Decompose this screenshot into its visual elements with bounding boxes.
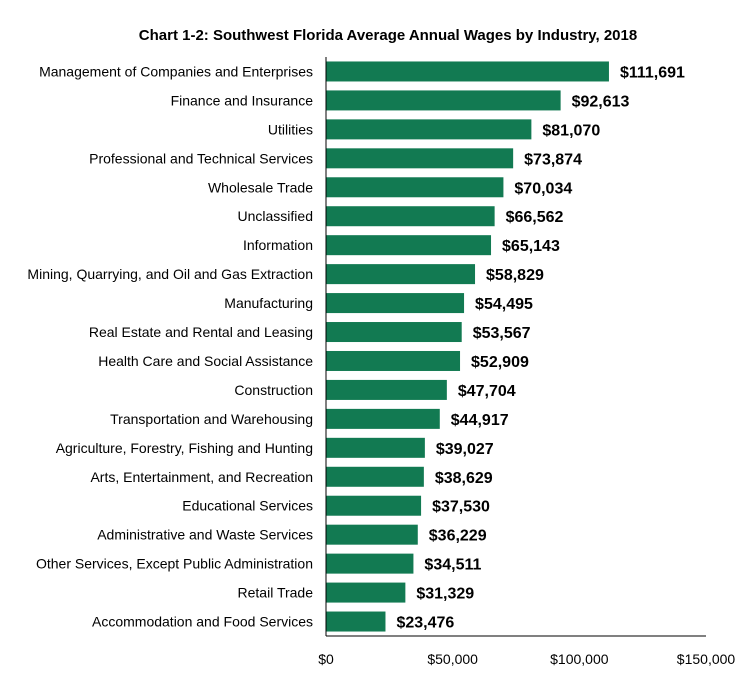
- category-label: Real Estate and Rental and Leasing: [89, 324, 313, 340]
- category-label: Wholesale Trade: [208, 179, 313, 195]
- bar-value-label: $92,613: [572, 93, 630, 110]
- bar: [326, 582, 406, 603]
- bar-value-label: $53,567: [473, 325, 531, 342]
- category-label: Transportation and Warehousing: [110, 411, 313, 427]
- bar: [326, 437, 425, 458]
- category-label: Construction: [234, 382, 313, 398]
- category-label: Management of Companies and Enterprises: [39, 63, 313, 79]
- category-label: Health Care and Social Assistance: [98, 353, 313, 369]
- bar-value-label: $31,329: [416, 586, 474, 603]
- bar-value-label: $81,070: [542, 122, 600, 139]
- category-label: Other Services, Except Public Administra…: [36, 556, 313, 572]
- bar-value-label: $36,229: [429, 528, 487, 545]
- bar: [326, 322, 462, 343]
- bar: [326, 553, 414, 574]
- bar-value-label: $54,495: [475, 296, 533, 313]
- bar: [326, 408, 440, 429]
- bar-value-label: $70,034: [514, 180, 572, 197]
- bar-value-label: $58,829: [486, 267, 544, 284]
- bar: [326, 264, 476, 285]
- bar: [326, 495, 422, 516]
- category-label: Retail Trade: [238, 585, 314, 601]
- bar: [326, 350, 461, 371]
- bar-value-label: $111,691: [620, 64, 685, 81]
- chart-title: Chart 1-2: Southwest Florida Average Ann…: [139, 27, 637, 44]
- category-label: Accommodation and Food Services: [92, 614, 313, 630]
- bar: [326, 379, 447, 400]
- bar-value-label: $39,027: [436, 441, 494, 458]
- bar: [326, 148, 514, 169]
- bar-value-label: $66,562: [506, 209, 564, 226]
- bar: [326, 235, 492, 256]
- bar: [326, 611, 386, 632]
- bar: [326, 524, 418, 545]
- category-label: Professional and Technical Services: [89, 150, 313, 166]
- bars-layer: $111,691 $92,613 $81,070 $73,874 $70,034 $66,…: [326, 61, 685, 632]
- bar: [326, 177, 504, 198]
- category-label: Mining, Quarrying, and Oil and Gas Extra…: [27, 266, 313, 282]
- category-label: Administrative and Waste Services: [97, 527, 313, 543]
- bar: [326, 61, 609, 82]
- bar: [326, 293, 465, 314]
- bar-value-label: $65,143: [502, 238, 560, 255]
- x-tick-label: $0: [318, 651, 334, 667]
- bar-value-label: $34,511: [424, 557, 481, 574]
- bar: [326, 119, 532, 140]
- category-label: Information: [243, 237, 313, 253]
- bar-value-label: $23,476: [396, 615, 454, 632]
- bar-value-label: $38,629: [435, 470, 493, 487]
- bar-value-label: $44,917: [451, 412, 509, 429]
- axes-layer: Management of Companies and Enterprises F…: [27, 57, 735, 667]
- bar-value-label: $37,530: [432, 499, 490, 516]
- bar: [326, 90, 561, 111]
- bar-value-label: $73,874: [524, 151, 582, 168]
- category-label: Unclassified: [238, 208, 313, 224]
- x-tick-label: $100,000: [550, 651, 609, 667]
- bar-value-label: $47,704: [458, 383, 516, 400]
- category-label: Agriculture, Forestry, Fishing and Hunti…: [56, 440, 313, 456]
- bar: [326, 206, 495, 227]
- x-tick-label: $50,000: [427, 651, 478, 667]
- category-label: Arts, Entertainment, and Recreation: [90, 469, 313, 485]
- category-label: Manufacturing: [224, 295, 313, 311]
- category-label: Finance and Insurance: [171, 92, 314, 108]
- category-label: Educational Services: [182, 498, 313, 514]
- bar: [326, 466, 424, 487]
- bar-value-label: $52,909: [471, 354, 529, 371]
- category-label: Utilities: [268, 121, 313, 137]
- x-tick-label: $150,000: [677, 651, 736, 667]
